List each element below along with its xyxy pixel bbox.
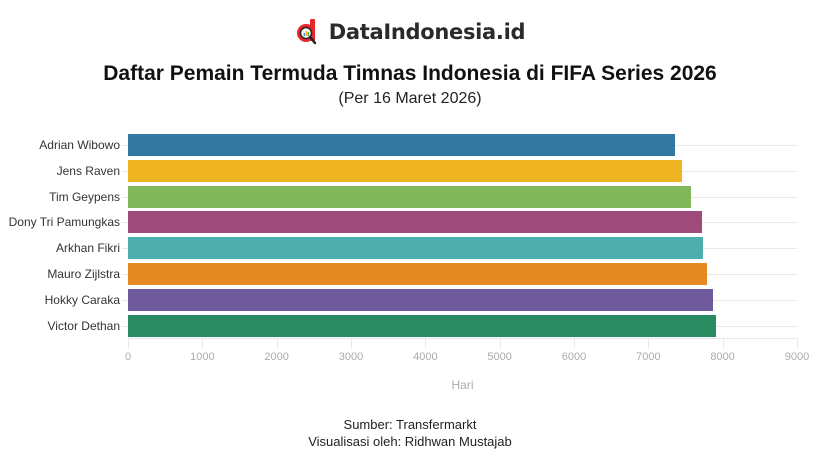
bar[interactable] [128, 262, 708, 285]
source-note: Sumber: Transfermarkt [343, 417, 477, 432]
x-tick-mark [722, 338, 724, 349]
brand-header: DataIndonesia.id [0, 18, 820, 46]
x-tick-label: 9000 [784, 351, 810, 363]
x-tick-mark [648, 338, 650, 349]
x-axis-label: Hari [451, 378, 474, 392]
bar[interactable] [128, 133, 676, 156]
x-tick-mark [425, 338, 427, 349]
bar[interactable] [128, 314, 717, 337]
x-tick-label: 2000 [264, 351, 289, 363]
x-tick-mark [351, 338, 352, 349]
x-tick-label: 8000 [710, 351, 735, 363]
y-category-label: Jens Raven [56, 163, 120, 178]
x-tick-label: 7000 [636, 351, 661, 363]
x-tick-label: 3000 [338, 351, 364, 363]
bar[interactable] [128, 288, 714, 311]
y-category-label: Victor Dethan [47, 318, 121, 333]
x-tick-mark [574, 338, 575, 349]
x-tick-mark [202, 338, 204, 349]
y-category-label: Dony Tri Pamungkas [8, 215, 120, 230]
bar[interactable] [128, 159, 683, 182]
chart-footer: Sumber: Transfermarkt Visualisasi oleh: … [0, 416, 820, 450]
x-tick-mark [499, 338, 501, 349]
y-category-label: Adrian Wibowo [39, 137, 120, 152]
x-axis-line [128, 338, 797, 340]
y-category-label: Tim Geypens [49, 189, 120, 204]
credit-note: Visualisasi oleh: Ridhwan Mustajab [308, 434, 512, 449]
y-category-label: Hokky Caraka [44, 292, 120, 307]
bar[interactable] [128, 211, 703, 234]
x-tick-label: 1000 [190, 351, 215, 363]
chart-subtitle: (Per 16 Maret 2026) [338, 90, 482, 107]
x-tick-label: 4000 [413, 351, 438, 363]
chart-title: Daftar Pemain Termuda Timnas Indonesia d… [103, 62, 717, 85]
x-tick-label: 0 [124, 351, 132, 363]
y-category-label: Arkhan Fikri [55, 241, 120, 256]
bar[interactable] [128, 237, 704, 260]
x-tick-label: 5000 [487, 351, 512, 363]
x-tick-mark [797, 338, 798, 349]
d-magnifier-logo-icon [295, 18, 321, 46]
brand-name: DataIndonesia.id [328, 20, 526, 44]
x-tick-label: 6000 [561, 351, 587, 363]
x-tick-mark [276, 338, 278, 349]
bar[interactable] [128, 185, 691, 208]
y-category-label: Mauro Zijlstra [47, 266, 120, 281]
x-tick-mark [128, 338, 129, 349]
